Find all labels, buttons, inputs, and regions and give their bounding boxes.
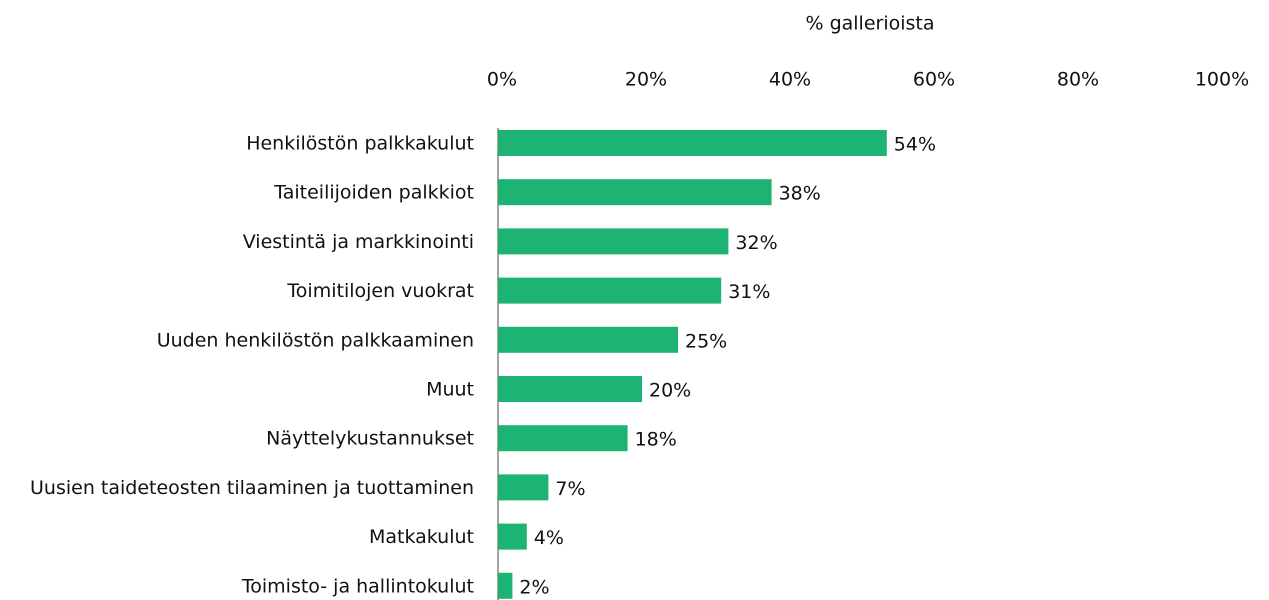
y-tick-label: Viestintä ja markkinointi: [243, 231, 474, 253]
bar: [498, 179, 772, 206]
bar: [498, 523, 527, 550]
bar: [498, 474, 549, 501]
bar: [498, 228, 729, 255]
x-tick-label: 60%: [913, 69, 955, 91]
y-tick-label: Matkakulut: [369, 526, 474, 548]
data-label: 25%: [685, 330, 727, 352]
data-label: 4%: [534, 527, 564, 549]
data-label: 7%: [555, 478, 585, 500]
data-label: 54%: [894, 134, 936, 156]
bar: [498, 572, 513, 599]
y-tick-label: Toimisto- ja hallintokulut: [241, 575, 474, 597]
bar: [498, 130, 887, 156]
y-tick-label: Uuden henkilöstön palkkaaminen: [157, 329, 474, 351]
bar: [498, 277, 722, 304]
x-tick-label: 0%: [487, 69, 517, 91]
y-tick-label: Näyttelykustannukset: [266, 428, 474, 450]
axis-title: % gallerioista: [805, 13, 934, 35]
data-label: 20%: [649, 380, 691, 402]
y-tick-label: Muut: [426, 379, 474, 401]
bar: [498, 376, 642, 402]
data-label: 38%: [779, 183, 821, 205]
y-tick-label: Toimitilojen vuokrat: [286, 280, 474, 302]
data-label: 18%: [635, 429, 677, 451]
bar: [498, 326, 678, 353]
y-tick-label: Taiteilijoiden palkkiot: [273, 182, 474, 204]
data-label: 32%: [735, 232, 777, 254]
data-label: 2%: [519, 576, 549, 598]
x-tick-label: 80%: [1057, 69, 1099, 91]
y-tick-label: Uusien taideteosten tilaaminen ja tuotta…: [30, 477, 474, 499]
y-tick-label: Henkilöstön palkkakulut: [246, 133, 474, 155]
bar: [498, 425, 628, 452]
x-tick-label: 20%: [625, 69, 667, 91]
data-label: 31%: [728, 281, 770, 303]
x-tick-label: 40%: [769, 69, 811, 91]
x-tick-label: 100%: [1195, 69, 1249, 91]
